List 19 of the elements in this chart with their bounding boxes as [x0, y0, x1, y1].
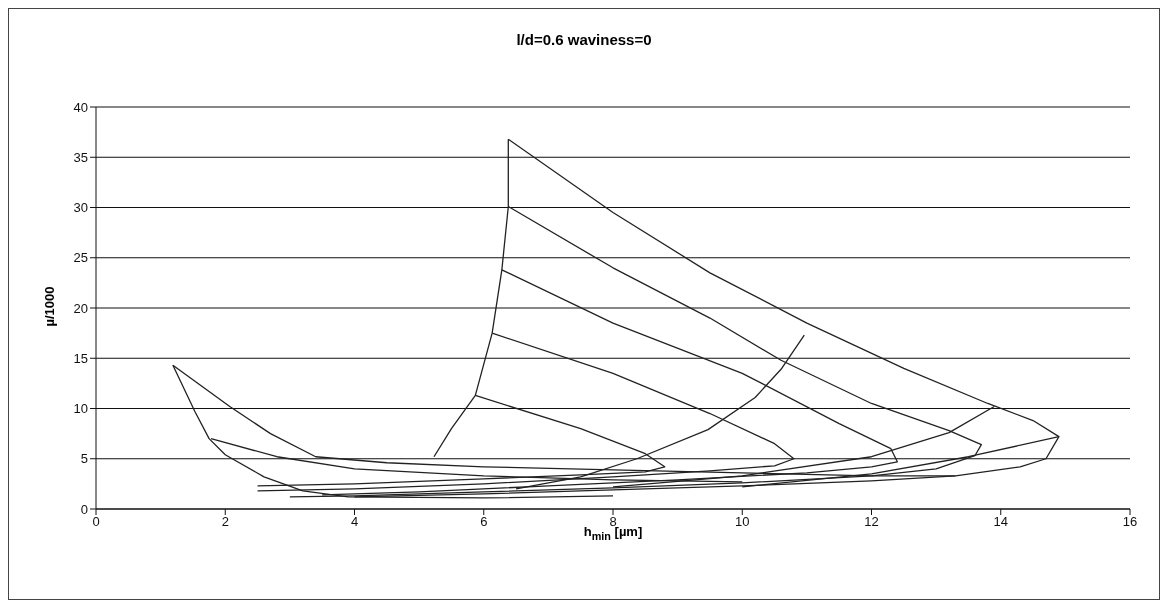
- x-tick-label: 12: [864, 514, 879, 530]
- y-tick-label: 35: [73, 149, 88, 165]
- y-axis-title: µ/1000: [41, 285, 57, 329]
- y-tick-label: 40: [73, 99, 88, 115]
- y-tick-label: 15: [73, 350, 88, 366]
- y-tick-label: 5: [80, 451, 88, 467]
- y-tick-label: 30: [73, 200, 88, 216]
- x-tick-label: 10: [735, 514, 750, 530]
- y-tick-label: 10: [73, 401, 88, 417]
- x-tick-label: 2: [221, 514, 229, 530]
- x-tick-label: 14: [993, 514, 1008, 530]
- chart-title: l/d=0.6 waviness=0: [515, 31, 653, 48]
- x-tick-label: 0: [92, 514, 100, 530]
- x-tick-label: 6: [480, 514, 488, 530]
- y-tick-label: 0: [80, 501, 88, 517]
- x-tick-label: 16: [1122, 514, 1138, 530]
- y-tick-label: 25: [73, 250, 88, 266]
- y-tick-label: 20: [73, 300, 88, 316]
- x-tick-label: 4: [350, 514, 359, 530]
